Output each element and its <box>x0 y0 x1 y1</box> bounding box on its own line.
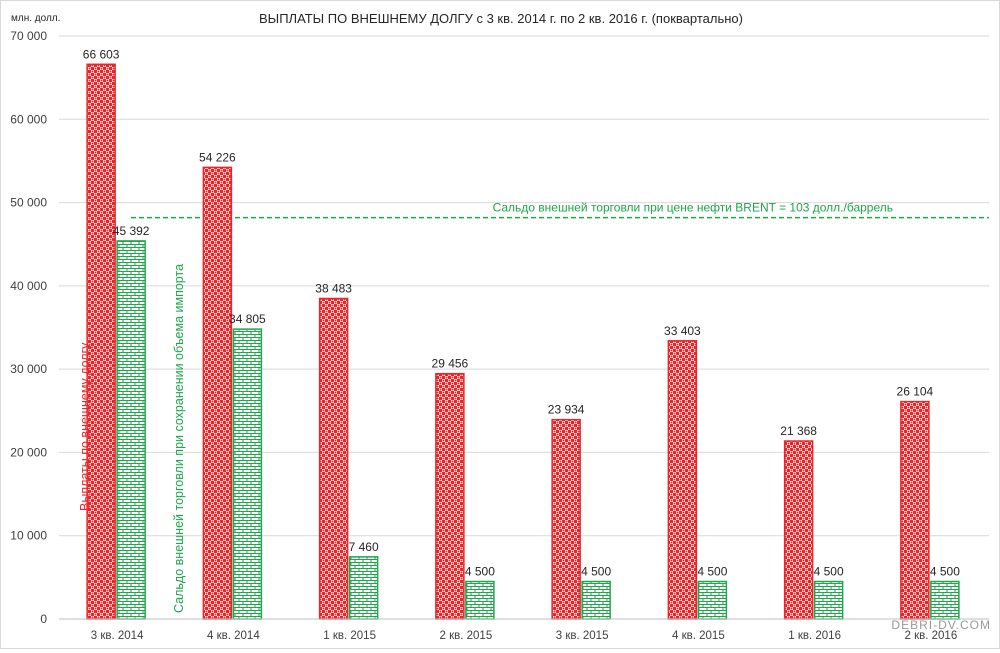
data-label: 21 368 <box>780 424 817 438</box>
data-label: 54 226 <box>199 150 236 164</box>
y-tick-label: 10 000 <box>10 529 47 543</box>
bar-debt-payment <box>86 63 116 620</box>
x-tick-label: 3 кв. 2015 <box>556 630 609 642</box>
y-tick-label: 70 000 <box>10 29 47 43</box>
data-label: 4 500 <box>465 565 495 579</box>
reference-line-group: Сальдо внешней торговли при цене нефти B… <box>131 201 989 219</box>
reference-line-label: Сальдо внешней торговли при цене нефти B… <box>493 201 893 215</box>
series-label-debt: Выплаты по внешнему долгу <box>78 342 92 511</box>
bar-debt-payment <box>551 418 581 620</box>
x-tick-label: 4 кв. 2014 <box>207 630 260 642</box>
x-tick-label: 4 кв. 2015 <box>672 630 725 642</box>
bar-trade-balance <box>232 328 263 620</box>
y-tick-label: 0 <box>40 612 47 626</box>
data-label: 4 500 <box>814 565 844 579</box>
bars <box>86 63 960 620</box>
x-tick-label: 1 кв. 2016 <box>788 630 841 642</box>
bar-debt-payment <box>435 372 465 620</box>
x-tick-label: 3 кв. 2014 <box>91 630 144 642</box>
bar-trade-balance <box>116 240 146 620</box>
bar-trade-balance <box>465 580 495 620</box>
bar-debt-payment <box>783 440 814 620</box>
grid <box>59 35 989 537</box>
data-label: 29 456 <box>432 357 469 371</box>
data-label: 4 500 <box>930 565 960 579</box>
chart-title: ВЫПЛАТЫ ПО ВНЕШНЕМУ ДОЛГУ с 3 кв. 2014 г… <box>259 11 743 26</box>
data-label: 45 392 <box>113 224 150 238</box>
bar-debt-payment <box>202 166 233 620</box>
data-label: 23 934 <box>548 403 585 417</box>
series-label-trade: Сальдо внешней торговли при сохранении о… <box>172 264 186 613</box>
data-label: 4 500 <box>697 565 727 579</box>
axes: 0 10 000 20 000 30 000 40 000 50 000 60 000 70 … <box>10 29 989 642</box>
data-label: 4 500 <box>581 565 611 579</box>
series-labels: Выплаты по внешнему долгу Сальдо внешней … <box>78 264 186 613</box>
data-label: 66 603 <box>83 47 120 61</box>
data-label: 26 104 <box>897 385 934 399</box>
x-tick-label: 2 кв. 2016 <box>905 630 958 642</box>
bar-trade-balance <box>697 580 728 620</box>
x-tick-label: 1 кв. 2015 <box>323 630 376 642</box>
watermark: DEBRI-DV.COM <box>891 618 991 632</box>
data-label: 7 460 <box>349 540 379 554</box>
y-tick-label: 20 000 <box>10 445 47 459</box>
bar-trade-balance <box>348 556 379 620</box>
bar-debt-payment <box>318 297 349 620</box>
data-label: 34 805 <box>229 312 266 326</box>
y-tick-label: 60 000 <box>10 112 47 126</box>
unit-label: млн. долл. <box>11 13 60 24</box>
x-tick-label: 2 кв. 2015 <box>440 630 493 642</box>
data-label: 38 483 <box>315 281 352 295</box>
bar-trade-balance <box>813 580 844 620</box>
y-tick-label: 40 000 <box>10 279 47 293</box>
data-labels: 66 603 54 226 38 483 29 456 23 934 33 403 21 3… <box>83 47 960 578</box>
bar-trade-balance <box>581 580 611 620</box>
bar-debt-payment <box>667 340 698 620</box>
y-tick-label: 30 000 <box>10 362 47 376</box>
data-label: 33 403 <box>664 324 701 338</box>
bar-debt-payment <box>900 400 930 620</box>
y-tick-label: 50 000 <box>10 196 47 210</box>
bar-trade-balance <box>930 580 960 620</box>
